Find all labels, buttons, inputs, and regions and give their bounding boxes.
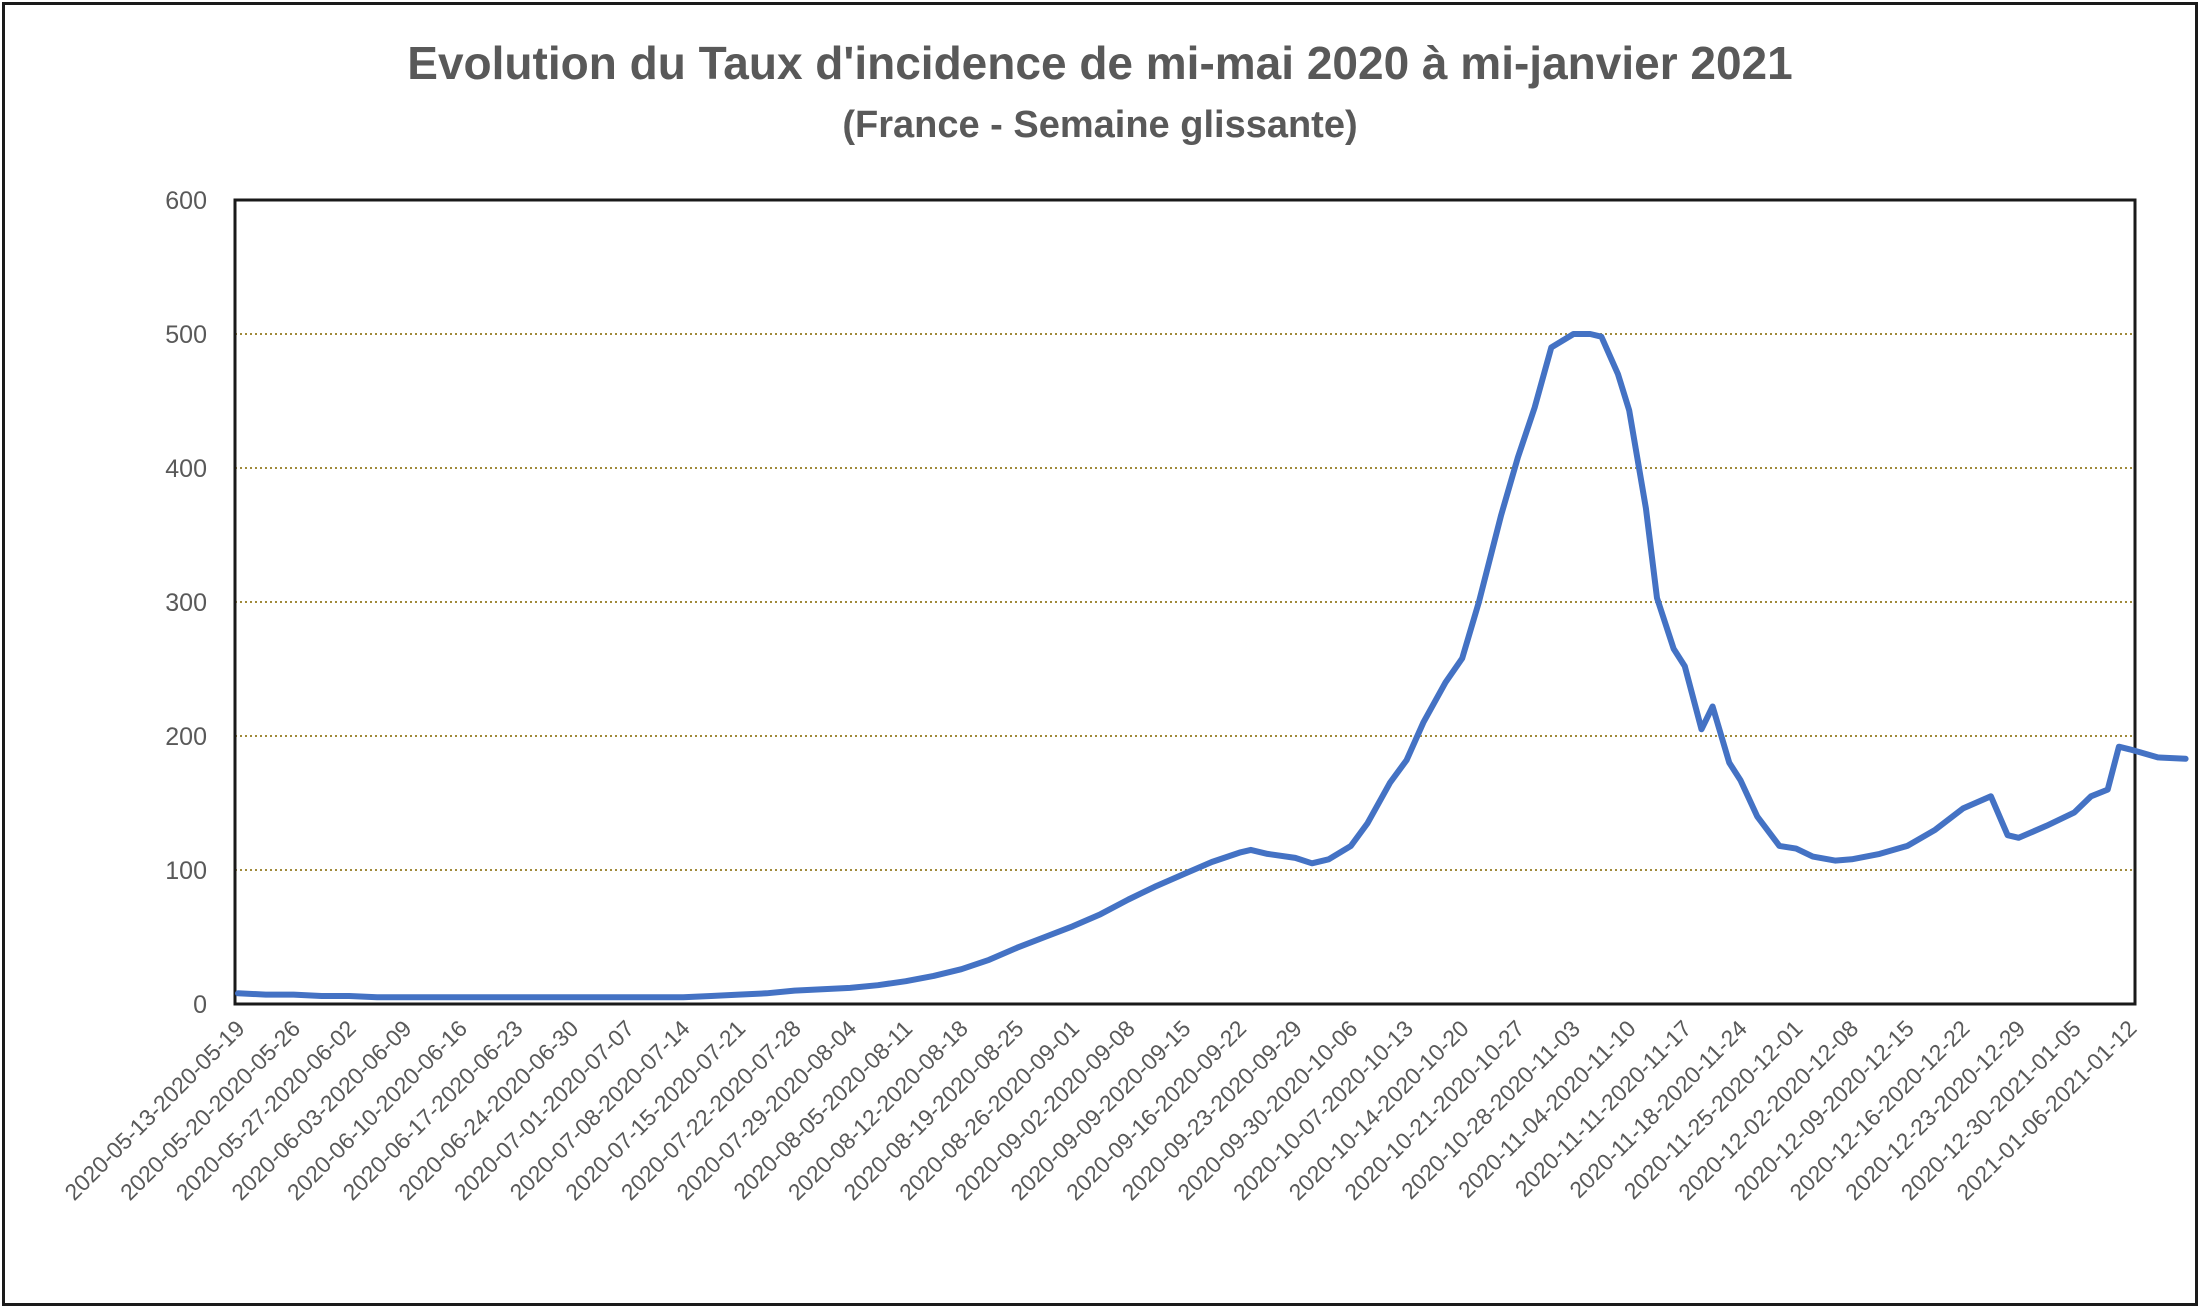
chart-title: Evolution du Taux d'incidence de mi-mai … [407, 37, 1793, 89]
gridlines [235, 333, 2135, 871]
series-line-0 [235, 331, 2189, 1001]
plot-area-border [233, 198, 2137, 1006]
y-tick-label: 300 [165, 589, 207, 617]
y-tick-label: 400 [165, 455, 207, 483]
y-tick-label: 100 [165, 857, 207, 885]
y-tick-label: 600 [165, 187, 207, 215]
series-layer [235, 331, 2189, 1001]
y-tick-label: 200 [165, 723, 207, 751]
y-tick-label: 500 [165, 321, 207, 349]
y-tick-label: 0 [193, 991, 207, 1019]
y-axis-ticks: 0 100 200 300 400 500 600 [165, 187, 207, 1019]
x-axis-ticks: 2020-05-13-2020-05-192020-05-20-2020-05-… [59, 1015, 2141, 1205]
chart-subtitle: (France - Semaine glissante) [842, 104, 1358, 146]
